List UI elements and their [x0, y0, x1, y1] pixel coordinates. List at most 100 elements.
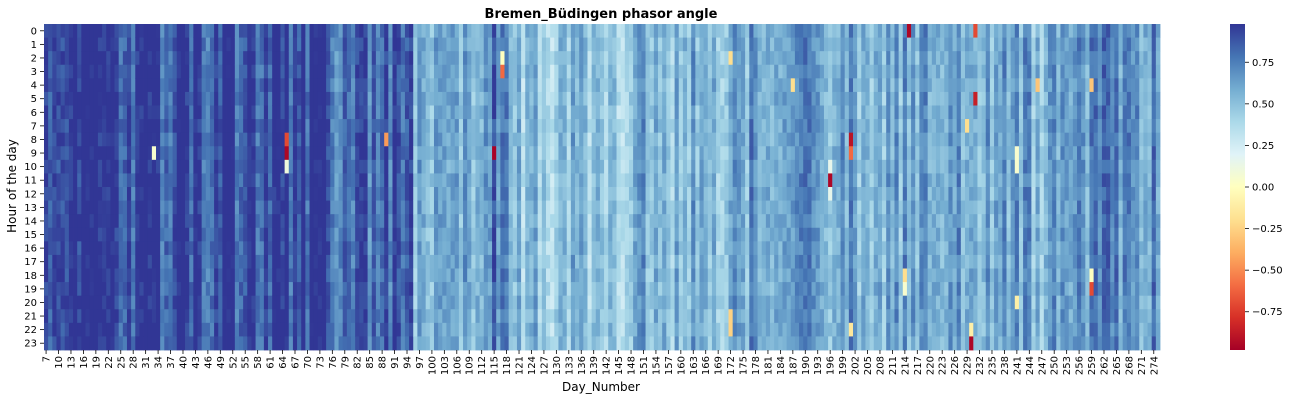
heatmap-cell — [317, 173, 323, 188]
heatmap-cell — [164, 268, 169, 283]
heatmap-cell — [512, 268, 518, 283]
heatmap-cell — [516, 105, 522, 120]
heatmap-cell — [118, 254, 124, 269]
heatmap-cell — [164, 200, 169, 215]
heatmap-cell — [371, 254, 377, 269]
heatmap-cell — [782, 105, 788, 120]
heatmap-cell — [691, 159, 696, 174]
heatmap-cell — [840, 187, 846, 201]
heatmap-cell — [794, 24, 800, 38]
heatmap-cell — [832, 146, 837, 161]
heatmap-cell — [334, 51, 339, 66]
heatmap-cell — [205, 173, 211, 188]
heatmap-cell — [467, 159, 472, 174]
heatmap-cell — [193, 187, 198, 201]
heatmap-cell — [247, 91, 252, 106]
heatmap-cell — [637, 336, 642, 351]
heatmap-cell — [450, 241, 456, 256]
heatmap-cell — [317, 227, 323, 242]
heatmap-cell — [749, 78, 754, 93]
heatmap-cell — [898, 146, 904, 161]
heatmap-cell — [583, 119, 588, 134]
heatmap-cell — [396, 214, 402, 229]
heatmap-cell — [483, 78, 489, 93]
heatmap-cell — [828, 187, 833, 201]
heatmap-cell — [877, 64, 883, 79]
heatmap-cell — [396, 51, 402, 66]
heatmap-cell — [238, 336, 244, 351]
heatmap-cell — [433, 282, 439, 297]
heatmap-cell — [778, 200, 783, 215]
heatmap-cell — [433, 200, 439, 215]
heatmap-cell — [280, 173, 286, 188]
heatmap-cell — [687, 241, 692, 256]
heatmap-cell — [143, 268, 149, 283]
heatmap-cell — [363, 64, 368, 79]
heatmap-cell — [500, 78, 505, 93]
heatmap-cell — [135, 200, 140, 215]
heatmap-cell — [649, 132, 655, 147]
heatmap-cell — [790, 132, 796, 147]
heatmap-cell — [869, 282, 875, 297]
heatmap-cell — [575, 37, 580, 52]
heatmap-cell — [566, 24, 572, 38]
heatmap-cell — [604, 268, 609, 283]
heatmap-cell — [662, 37, 667, 52]
heatmap-cell — [649, 200, 655, 215]
heatmap-cell — [209, 105, 215, 120]
heatmap-cell — [666, 336, 671, 351]
heatmap-cell — [566, 173, 572, 188]
heatmap-cell — [164, 254, 169, 269]
heatmap-cell — [898, 254, 904, 269]
heatmap-cell — [612, 105, 617, 120]
heatmap-cell — [599, 309, 605, 324]
heatmap-cell — [73, 51, 78, 66]
heatmap-cell — [848, 200, 854, 215]
heatmap-cell — [595, 173, 601, 188]
heatmap-cell — [529, 187, 534, 201]
heatmap-cell — [662, 241, 667, 256]
heatmap-cell — [529, 78, 534, 93]
heatmap-cell — [840, 51, 846, 66]
heatmap-cell — [48, 295, 53, 310]
heatmap-cell — [122, 173, 128, 188]
heatmap-cell — [172, 173, 178, 188]
heatmap-cell — [147, 91, 153, 106]
heatmap-cell — [214, 268, 219, 283]
heatmap-cell — [794, 119, 800, 134]
heatmap-cell — [757, 241, 763, 256]
heatmap-cell — [172, 336, 178, 351]
heatmap-cell — [886, 254, 891, 269]
heatmap-cell — [749, 336, 754, 351]
heatmap-cell — [297, 64, 302, 79]
heatmap-cell — [628, 159, 634, 174]
heatmap-cell — [214, 105, 219, 120]
heatmap-cell — [828, 37, 833, 52]
heatmap-cell — [890, 336, 895, 351]
heatmap-cell — [604, 159, 609, 174]
heatmap-cell — [77, 214, 82, 229]
heatmap-cell — [201, 78, 207, 93]
heatmap-cell — [375, 64, 381, 79]
heatmap-cell — [869, 227, 875, 242]
heatmap-cell — [736, 187, 742, 201]
heatmap-cell — [346, 173, 352, 188]
heatmap-cell — [77, 322, 82, 337]
heatmap-cell — [865, 241, 870, 256]
heatmap-cell — [380, 105, 385, 120]
heatmap-cell — [176, 268, 182, 283]
heatmap-cell — [193, 64, 198, 79]
heatmap-cell — [504, 254, 510, 269]
heatmap-cell — [599, 51, 605, 66]
heatmap-cell — [93, 64, 99, 79]
heatmap-cell — [579, 268, 584, 283]
heatmap-cell — [682, 227, 688, 242]
heatmap-cell — [653, 336, 659, 351]
heatmap-cell — [56, 322, 61, 337]
heatmap-cell — [508, 282, 514, 297]
heatmap-cell — [371, 214, 377, 229]
heatmap-cell — [230, 227, 236, 242]
heatmap-cell — [222, 336, 227, 351]
heatmap-cell — [537, 24, 543, 38]
heatmap-cell — [446, 227, 451, 242]
